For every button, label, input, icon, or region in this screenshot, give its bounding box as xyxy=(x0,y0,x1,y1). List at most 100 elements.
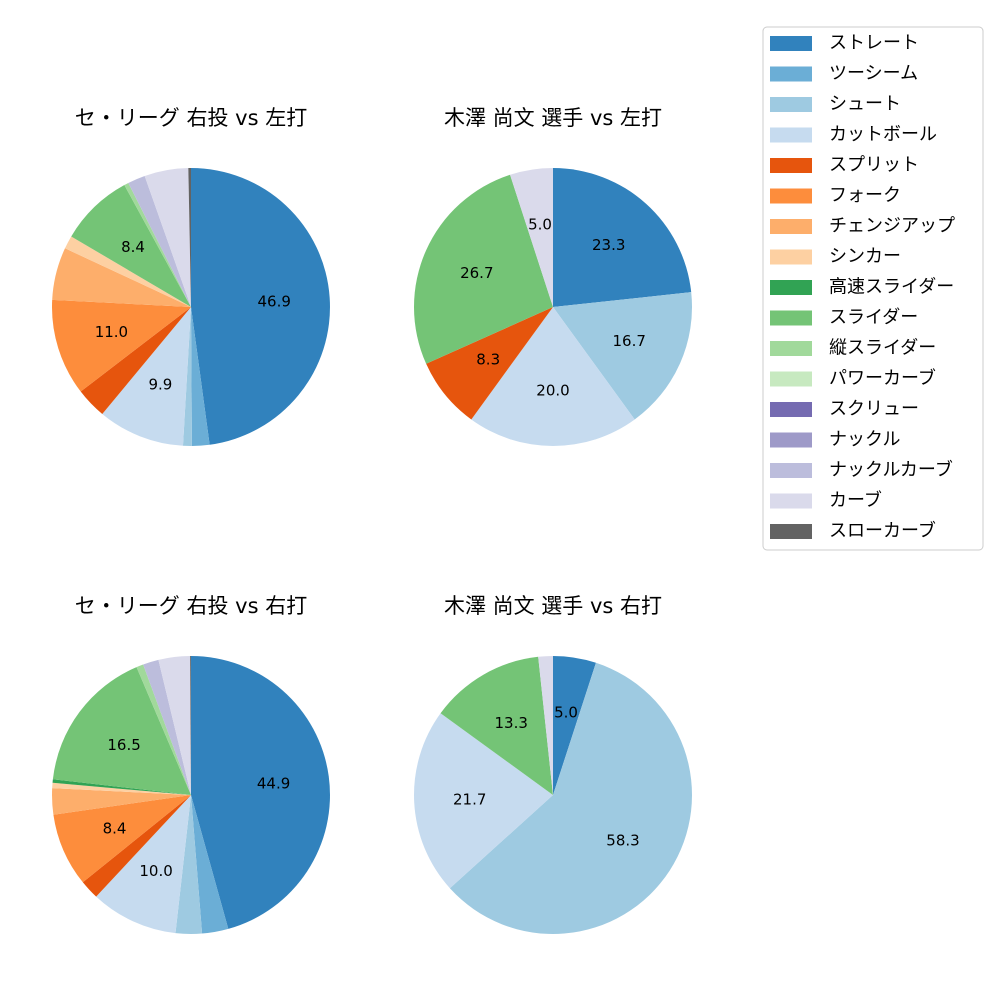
legend-label: スライダー xyxy=(829,307,918,328)
legend-label: シンカー xyxy=(829,246,901,267)
legend-label: フォーク xyxy=(829,185,901,206)
legend-swatch xyxy=(770,249,812,265)
legend-label: 高速スライダー xyxy=(829,277,954,298)
legend-label: 縦スライダー xyxy=(829,338,936,359)
slice-value-label: 5.0 xyxy=(554,704,578,722)
legend-swatch xyxy=(770,188,812,204)
pie-slice xyxy=(175,795,203,935)
pie-slice xyxy=(440,656,553,795)
pie-chart-4: 5.0 58.3 21.7 13.3 xyxy=(414,656,692,934)
pie-slice xyxy=(136,664,191,795)
slice-value-label: 16.5 xyxy=(107,736,140,754)
slice-value-label: 23.3 xyxy=(592,236,625,254)
slice-value-label: 8.4 xyxy=(121,238,145,256)
legend-swatch xyxy=(770,97,812,112)
legend-label: ナックル xyxy=(829,429,900,450)
pie-slice xyxy=(71,185,191,307)
legend-swatch xyxy=(770,493,812,509)
pie-slice xyxy=(510,167,553,307)
chart-title-4: 木澤 尚文 選手 vs 右打 xyxy=(444,594,662,618)
pie-slice xyxy=(188,168,191,307)
legend-swatch xyxy=(770,402,812,417)
legend-label: ストレート xyxy=(829,33,919,54)
pies-group: 46.9 9.9 11.0 8.4 23.3 16.7 20.0 8.3 26.7 5.0 44.9… xyxy=(51,167,693,935)
pie-chart-1: 46.9 9.9 11.0 8.4 xyxy=(51,168,330,447)
chart-title-1: セ・リーグ 右投 vs 左打 xyxy=(75,106,307,130)
pie-slice xyxy=(191,795,229,934)
pie-slice xyxy=(553,168,692,307)
slice-value-label: 44.9 xyxy=(257,775,290,793)
pie-slice xyxy=(538,656,553,795)
pie-slice xyxy=(82,795,191,897)
pie-slice xyxy=(158,656,191,795)
legend-swatch xyxy=(770,524,812,539)
pie-slice xyxy=(65,236,191,307)
legend-swatch xyxy=(770,280,812,295)
pie-slice xyxy=(144,168,191,307)
legend-swatch xyxy=(770,219,812,234)
legend-items: ストレートツーシームシュートカットボールスプリットフォークチェンジアップシンカー… xyxy=(770,33,955,542)
pie-slice xyxy=(52,779,191,795)
legend-swatch xyxy=(770,310,812,326)
pie-slice xyxy=(414,174,553,364)
pie-slice xyxy=(52,667,191,795)
legend-label: スローカーブ xyxy=(829,520,936,542)
pie-slice xyxy=(52,782,191,795)
slice-value-label: 8.3 xyxy=(476,351,500,369)
pie-chart-3: 44.9 10.0 8.4 16.5 xyxy=(51,655,330,935)
slice-value-label: 9.9 xyxy=(148,376,172,394)
legend-label: ナックルカーブ xyxy=(829,459,953,481)
slice-value-label: 21.7 xyxy=(453,791,486,809)
pie-slice xyxy=(53,795,192,883)
legend-swatch xyxy=(770,341,812,356)
pie-slice xyxy=(52,248,192,307)
slice-value-label: 26.7 xyxy=(460,264,493,282)
pie-slice xyxy=(414,713,553,889)
pie-slice xyxy=(182,307,192,447)
legend-label: スプリット xyxy=(829,155,919,176)
slice-value-label: 16.7 xyxy=(612,332,645,350)
pie-slice xyxy=(96,795,191,934)
pie-slice xyxy=(471,307,635,446)
legend: ストレートツーシームシュートカットボールスプリットフォークチェンジアップシンカー… xyxy=(762,26,984,551)
chart-title-3: セ・リーグ 右投 vs 右打 xyxy=(75,594,307,618)
legend-swatch xyxy=(770,432,812,448)
pie-slice xyxy=(51,299,192,392)
legend-label: カーブ xyxy=(829,489,882,511)
pie-chart-2: 23.3 16.7 20.0 8.3 26.7 5.0 xyxy=(414,167,693,446)
legend-swatch xyxy=(770,371,812,387)
pie-slice xyxy=(51,788,191,815)
slice-value-label: 20.0 xyxy=(536,381,569,399)
pie-slice xyxy=(102,307,191,446)
legend-swatch xyxy=(770,36,812,51)
slice-value-label: 11.0 xyxy=(95,323,128,341)
chart-title-2: 木澤 尚文 選手 vs 左打 xyxy=(444,106,662,130)
pie-slice xyxy=(191,307,210,446)
legend-label: スクリュー xyxy=(829,399,919,420)
slice-value-label: 46.9 xyxy=(257,292,290,310)
legend-frame xyxy=(762,26,984,551)
pie-slice xyxy=(553,656,596,795)
legend-swatch xyxy=(770,158,812,173)
slice-value-label: 10.0 xyxy=(139,862,172,880)
legend-swatch xyxy=(770,127,812,143)
pie-slice xyxy=(128,175,191,307)
slice-value-label: 5.0 xyxy=(528,216,552,234)
slice-value-label: 8.4 xyxy=(103,819,127,837)
pie-slice xyxy=(143,659,191,795)
pie-slice xyxy=(80,307,191,414)
pie-slice xyxy=(426,307,553,420)
pie-slice xyxy=(190,655,191,795)
pie-slice xyxy=(124,182,191,307)
legend-label: パワーカーブ xyxy=(829,367,936,389)
pie-slice xyxy=(449,662,692,934)
legend-label: チェンジアップ xyxy=(829,216,955,237)
pie-slice xyxy=(553,292,693,420)
pie-slice xyxy=(191,656,330,929)
slice-value-label: 13.3 xyxy=(494,714,527,732)
pie-slice xyxy=(191,168,330,445)
legend-label: カットボール xyxy=(829,124,937,145)
legend-label: ツーシーム xyxy=(829,63,918,84)
legend-label: シュート xyxy=(829,94,901,115)
